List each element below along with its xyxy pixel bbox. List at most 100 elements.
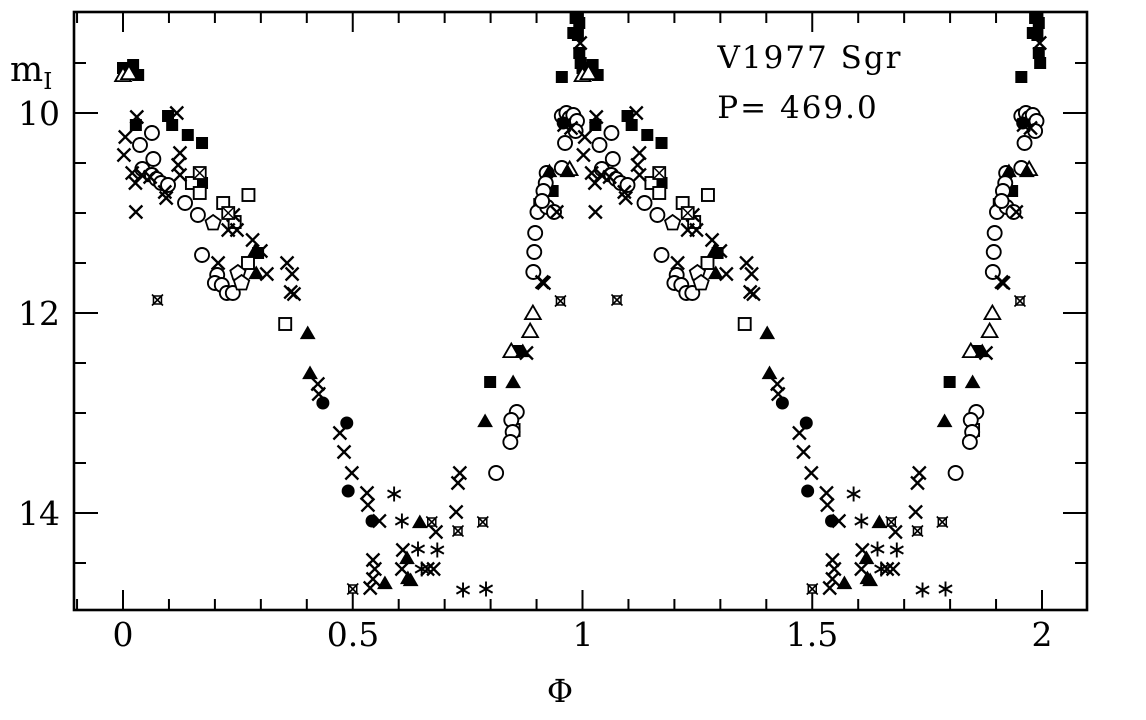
data-point-open-pentagon [663, 213, 682, 231]
data-point-open-circle [591, 137, 608, 153]
data-point-filled-triangle [514, 343, 531, 358]
data-point-open-circle [619, 177, 636, 193]
data-point-cross [229, 222, 245, 238]
data-point-open-triangle [523, 303, 543, 321]
data-point-open-circle [557, 135, 573, 151]
data-point-filled-triangle [964, 374, 981, 389]
plot-title-period: P= 469.0 [717, 90, 879, 126]
data-point-open-circle [132, 137, 148, 153]
data-point-cross [822, 580, 838, 596]
data-point-asterisk [410, 541, 426, 557]
data-point-cross [804, 465, 819, 481]
data-point-filled-circle [799, 416, 813, 430]
data-point-open-circle [160, 177, 176, 193]
data-point-cross [825, 571, 840, 587]
data-point-small-box-x [476, 515, 489, 529]
data-point-open-circle [649, 207, 666, 223]
x-tick-label-1: 1 [572, 615, 594, 654]
data-point-open-triangle [961, 341, 981, 359]
data-point-small-box-x [425, 515, 438, 529]
data-point-filled-triangle [247, 243, 263, 258]
data-point-cross [359, 485, 375, 501]
data-point-cross [820, 497, 835, 513]
data-point-open-triangle [982, 303, 1002, 321]
data-point-cross [819, 485, 834, 501]
data-point-open-triangle [980, 321, 1000, 339]
data-points-layer [113, 12, 1048, 598]
data-point-open-circle [177, 195, 193, 211]
data-point-filled-triangle [248, 265, 265, 280]
data-point-asterisk [854, 513, 869, 529]
data-point-filled-circle [340, 416, 354, 430]
data-point-asterisk [874, 561, 889, 577]
data-point-open-circle [985, 244, 1002, 260]
data-point-asterisk [938, 581, 953, 597]
data-point-cross [549, 204, 565, 220]
data-point-cross [284, 266, 300, 282]
data-point-cross [172, 145, 188, 161]
data-point-cross [563, 120, 579, 136]
x-tick-label-1-5: 1.5 [785, 615, 839, 654]
data-point-filled-triangle [862, 572, 879, 587]
data-point-filled-square [571, 12, 584, 21]
data-point-asterisk [870, 541, 885, 557]
data-point-cross [117, 129, 133, 145]
data-point-filled-circle [365, 514, 379, 528]
data-point-cross [1023, 120, 1038, 136]
data-point-open-circle [527, 225, 544, 241]
data-point-cross [588, 204, 603, 220]
data-point-small-box-x [610, 293, 624, 307]
data-point-cross [210, 255, 226, 271]
data-point-cross [344, 465, 360, 481]
data-point-cross [128, 204, 144, 220]
data-point-filled-triangle [377, 575, 393, 590]
data-point-cross [879, 561, 895, 577]
data-point-open-circle [993, 193, 1010, 209]
data-point-cross [116, 147, 132, 163]
data-point-filled-triangle [706, 243, 723, 258]
y-axis-label: mI [10, 50, 53, 95]
data-point-open-circle [603, 125, 620, 141]
data-point-open-circle [604, 151, 621, 167]
data-point-filled-circle [316, 396, 330, 410]
data-point-cross [588, 109, 604, 125]
data-point-filled-square [943, 376, 956, 388]
data-point-asterisk [846, 486, 861, 502]
data-point-cross [577, 129, 593, 145]
data-point-filled-square [166, 119, 179, 131]
data-point-small-box-x [936, 515, 949, 529]
data-point-boxed-x [682, 207, 694, 219]
data-point-filled-circle [801, 484, 815, 498]
data-point-filled-square [181, 129, 194, 141]
data-point-cross [394, 561, 410, 577]
data-point-open-square [278, 317, 293, 331]
data-point-asterisk [889, 542, 904, 558]
data-point-cross [245, 232, 260, 248]
data-point-asterisk [455, 582, 471, 598]
data-point-cross [628, 105, 644, 121]
data-point-open-circle [1005, 204, 1022, 220]
data-point-open-square [737, 317, 752, 331]
data-point-small-box-x [1013, 294, 1027, 308]
data-point-cross [670, 255, 685, 271]
data-point-cross [360, 497, 376, 513]
data-point-open-circle [534, 193, 551, 209]
data-point-filled-triangle [559, 163, 576, 178]
data-point-small-box-x [885, 515, 898, 529]
data-point-open-square [184, 176, 199, 190]
data-point-small-box-x [151, 293, 164, 307]
data-point-filled-triangle [759, 325, 776, 340]
data-point-filled-triangle [974, 343, 991, 358]
data-point-filled-triangle [936, 413, 953, 428]
data-point-open-circle [194, 247, 210, 263]
data-point-open-circle [546, 204, 562, 220]
data-point-open-circle [947, 465, 964, 481]
data-point-open-pentagon [204, 213, 222, 231]
plot-title-star-name: V1977 Sgr [717, 40, 903, 76]
data-point-cross [336, 444, 352, 460]
data-point-boxed-x [194, 167, 206, 179]
data-point-filled-square [1032, 47, 1045, 59]
data-point-filled-square [1031, 12, 1044, 21]
data-point-filled-triangle [836, 575, 853, 590]
